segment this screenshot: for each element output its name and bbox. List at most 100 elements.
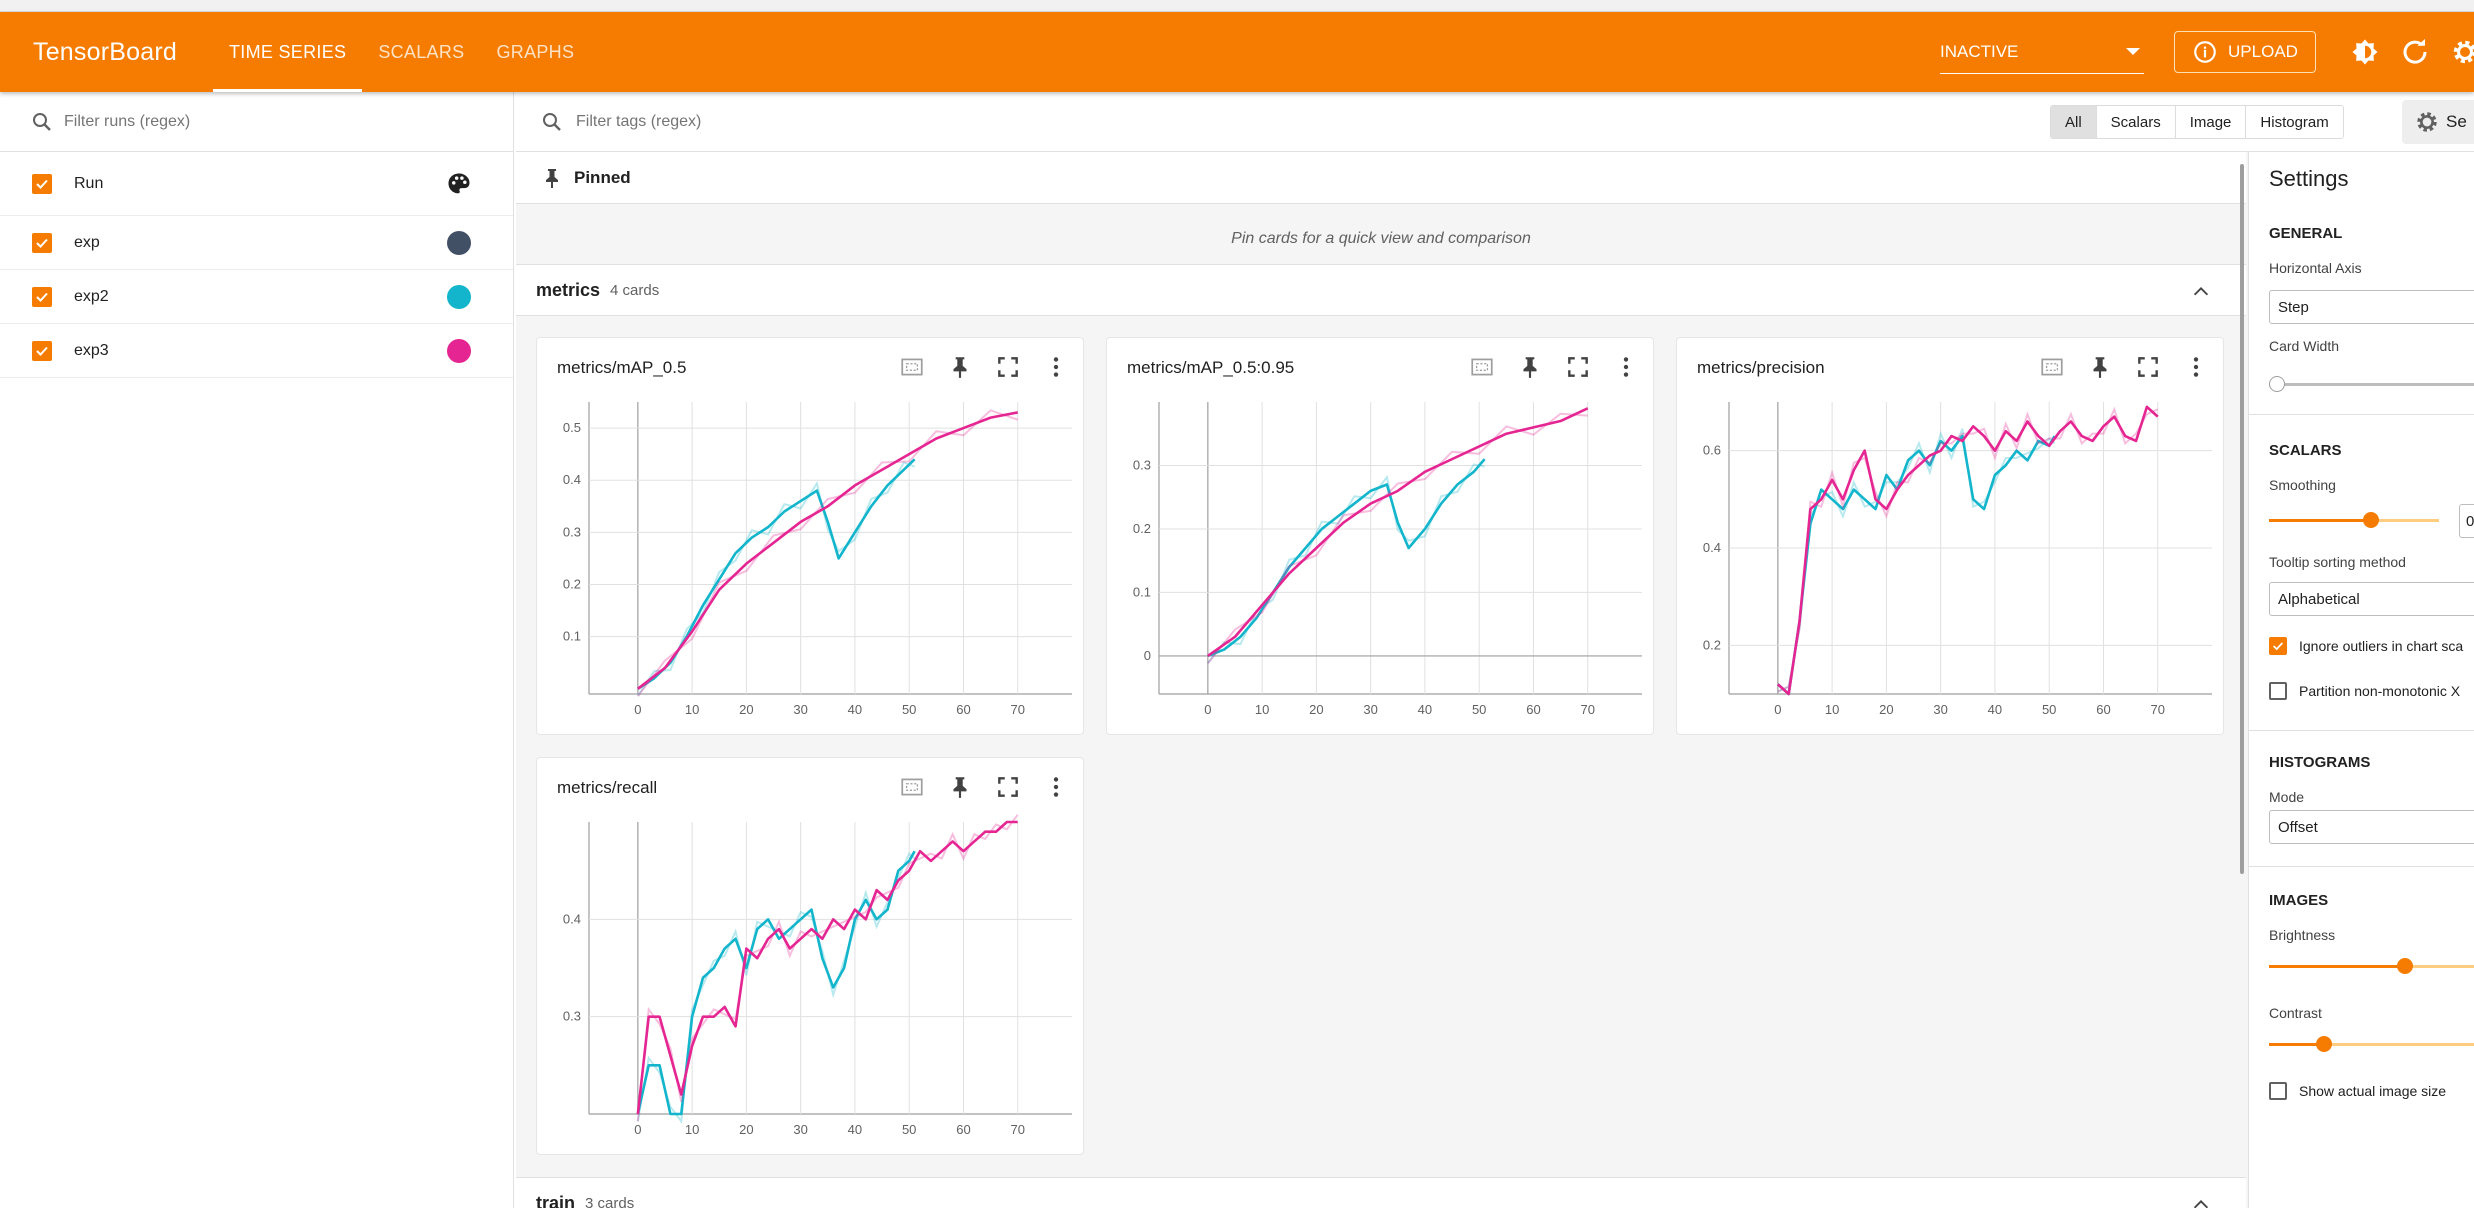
checkbox-checked[interactable] bbox=[2269, 637, 2287, 655]
show-actual-size-checkbox[interactable]: Show actual image size bbox=[2269, 1082, 2446, 1100]
partition-checkbox[interactable]: Partition non-monotonic X bbox=[2269, 682, 2460, 700]
fullscreen-icon bbox=[998, 357, 1018, 377]
card-width-slider[interactable] bbox=[2269, 374, 2474, 394]
filter-scalars-button[interactable]: Scalars bbox=[2095, 106, 2175, 138]
upload-button[interactable]: UPLOAD bbox=[2174, 31, 2316, 73]
line-chart-precision[interactable]: 0 10 20 30 40 50 60 70 0.2 0.4 0.6 bbox=[1677, 394, 2225, 724]
fullscreen-button[interactable] bbox=[2133, 352, 2163, 382]
more-menu-button[interactable] bbox=[1041, 772, 1071, 802]
runs-filter[interactable]: Filter runs (regex) bbox=[0, 92, 513, 152]
run-color-swatch[interactable] bbox=[447, 338, 471, 363]
chevron-up-icon[interactable] bbox=[2190, 1194, 2212, 1208]
runs-filter-input[interactable]: Filter runs (regex) bbox=[64, 112, 191, 130]
x-tick-label: 40 bbox=[848, 1122, 862, 1137]
fullscreen-icon bbox=[2138, 357, 2158, 377]
fullscreen-button[interactable] bbox=[993, 772, 1023, 802]
fit-domain-button[interactable] bbox=[897, 772, 927, 802]
tooltip-sort-select[interactable]: Alphabetical bbox=[2269, 582, 2474, 616]
filter-all-button[interactable]: All bbox=[2051, 106, 2096, 138]
pin-card-button[interactable] bbox=[1515, 352, 1545, 382]
raw-series-line bbox=[1207, 463, 1485, 664]
x-tick-label: 40 bbox=[848, 702, 862, 717]
pin-icon bbox=[953, 357, 967, 378]
fit-domain-button[interactable] bbox=[897, 352, 927, 382]
more-menu-button[interactable] bbox=[1611, 352, 1641, 382]
raw-series-line bbox=[637, 409, 1019, 697]
theme-toggle-button[interactable] bbox=[2350, 37, 2380, 67]
refresh-icon bbox=[2403, 38, 2427, 64]
run-color-swatch[interactable] bbox=[447, 284, 471, 309]
palette-icon[interactable] bbox=[445, 170, 473, 198]
run-row-exp[interactable]: exp bbox=[0, 216, 513, 270]
more-vert-icon bbox=[1053, 777, 1059, 797]
run-checkbox-exp3[interactable] bbox=[32, 340, 52, 361]
x-tick-label: 40 bbox=[1418, 702, 1432, 717]
x-tick-label: 50 bbox=[902, 1122, 916, 1137]
pin-card-button[interactable] bbox=[945, 352, 975, 382]
check-icon bbox=[36, 238, 48, 248]
fit-domain-button[interactable] bbox=[2037, 352, 2067, 382]
raw-series-line bbox=[637, 461, 915, 697]
more-menu-button[interactable] bbox=[2181, 352, 2211, 382]
tab-time-series[interactable]: TIME SERIES bbox=[213, 12, 363, 92]
line-chart-map05[interactable]: 0 10 20 30 40 50 60 70 0.1 0.2 0.3 0.4 0.5 bbox=[537, 394, 1085, 724]
filter-histogram-button[interactable]: Histogram bbox=[2245, 106, 2343, 138]
ignore-outliers-checkbox[interactable]: Ignore outliers in chart sca bbox=[2269, 637, 2463, 655]
cards-scroll-area[interactable]: Pinned Pin cards for a quick view and co… bbox=[516, 152, 2246, 1208]
tag-filter-bar: Filter tags (regex) All Scalars Image Hi… bbox=[516, 92, 2474, 152]
x-tick-label: 70 bbox=[1010, 1122, 1024, 1137]
series-line bbox=[637, 458, 916, 690]
x-tick-label: 0 bbox=[634, 1122, 641, 1137]
checkbox-unchecked[interactable] bbox=[2269, 682, 2287, 700]
smoothing-slider[interactable] bbox=[2269, 510, 2439, 530]
settings-toggle-button[interactable]: Se bbox=[2402, 100, 2474, 144]
pin-icon bbox=[546, 168, 558, 188]
more-menu-button[interactable] bbox=[1041, 352, 1071, 382]
brightness-slider[interactable] bbox=[2269, 956, 2474, 976]
run-label: exp bbox=[74, 233, 100, 251]
contrast-slider[interactable] bbox=[2269, 1034, 2474, 1054]
settings-title: Settings bbox=[2269, 166, 2349, 191]
filter-image-button[interactable]: Image bbox=[2174, 106, 2246, 138]
divider bbox=[2249, 730, 2474, 731]
scrollbar-thumb[interactable] bbox=[2240, 164, 2244, 874]
mode-select[interactable]: Offset bbox=[2269, 810, 2474, 844]
top-app-bar: TensorBoard TIME SERIES SCALARS GRAPHS I… bbox=[0, 12, 2474, 92]
run-label: exp3 bbox=[74, 341, 109, 359]
chevron-up-icon[interactable] bbox=[2190, 281, 2212, 303]
fullscreen-button[interactable] bbox=[1563, 352, 1593, 382]
run-color-swatch[interactable] bbox=[447, 230, 471, 255]
line-chart-map0595[interactable]: 0 10 20 30 40 50 60 70 0 0.1 0.2 0.3 bbox=[1107, 394, 1655, 724]
series-line bbox=[1207, 458, 1486, 658]
tab-scalars[interactable]: SCALARS bbox=[378, 41, 465, 62]
run-checkbox-exp[interactable] bbox=[32, 232, 52, 253]
run-row-exp3[interactable]: exp3 bbox=[0, 324, 513, 378]
group-header-metrics[interactable]: metrics 4 cards bbox=[516, 264, 2246, 316]
fit-domain-icon bbox=[901, 358, 923, 376]
smoothing-label: Smoothing bbox=[2269, 477, 2336, 493]
scalar-card-recall: metrics/recall 0 10 20 30 40 50 60 70 0.3 0.4 bbox=[536, 757, 1084, 1155]
run-row-exp2[interactable]: exp2 bbox=[0, 270, 513, 324]
inactive-plugins-select[interactable]: INACTIVE bbox=[1940, 30, 2144, 74]
group-card-count: 3 cards bbox=[585, 1194, 635, 1208]
scalar-card-map05: metrics/mAP_0.5 0 10 20 30 40 50 60 70 0.1 0.2 0.3… bbox=[536, 337, 1084, 735]
tab-graphs[interactable]: GRAPHS bbox=[496, 41, 575, 62]
pin-card-button[interactable] bbox=[2085, 352, 2115, 382]
group-header-train[interactable]: train 3 cards bbox=[516, 1177, 2246, 1208]
run-checkbox-exp2[interactable] bbox=[32, 286, 52, 307]
smoothing-input[interactable]: 0 bbox=[2459, 504, 2474, 538]
fit-domain-button[interactable] bbox=[1467, 352, 1497, 382]
horizontal-axis-select[interactable]: Step bbox=[2269, 290, 2474, 324]
settings-gear-button[interactable] bbox=[2450, 37, 2474, 67]
tooltip-sort-label: Tooltip sorting method bbox=[2269, 554, 2406, 570]
series-line bbox=[1207, 407, 1589, 657]
divider bbox=[2249, 414, 2474, 415]
fullscreen-button[interactable] bbox=[993, 352, 1023, 382]
reload-button[interactable] bbox=[2400, 37, 2430, 67]
line-chart-recall[interactable]: 0 10 20 30 40 50 60 70 0.3 0.4 bbox=[537, 814, 1085, 1144]
raw-series-line bbox=[1207, 412, 1588, 664]
select-all-checkbox[interactable] bbox=[32, 173, 52, 194]
checkbox-unchecked[interactable] bbox=[2269, 1082, 2287, 1100]
tag-filter-input[interactable]: Filter tags (regex) bbox=[576, 112, 702, 130]
pin-card-button[interactable] bbox=[945, 772, 975, 802]
